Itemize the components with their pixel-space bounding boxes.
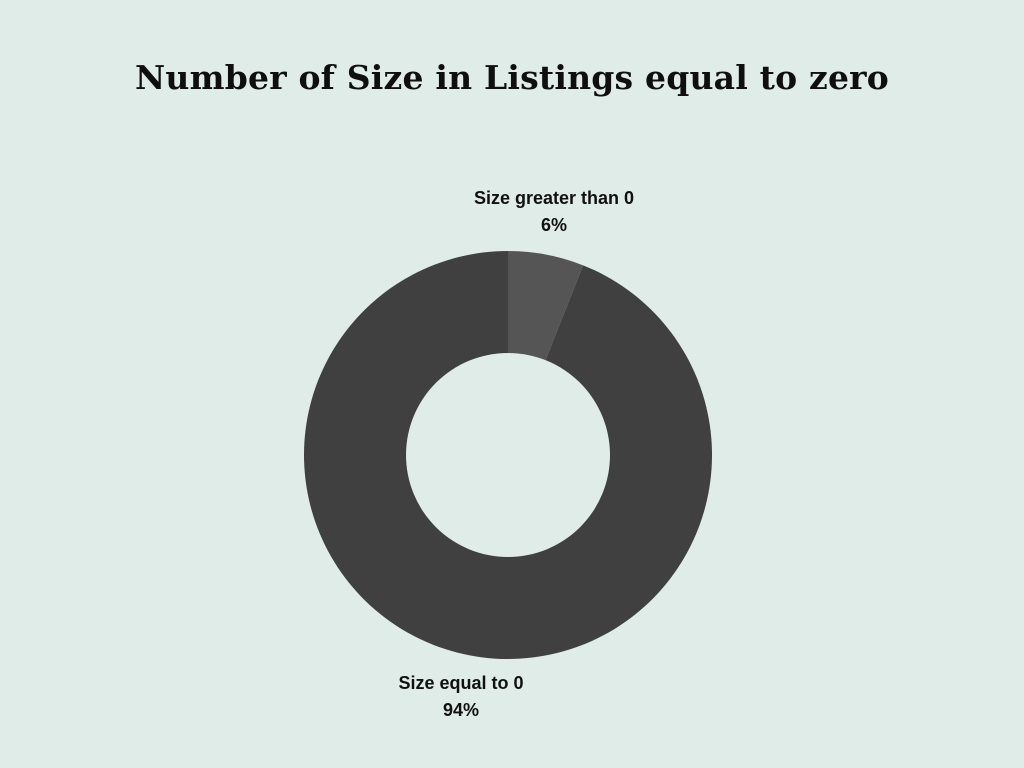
donut-hole xyxy=(406,353,610,557)
slice-name: Size greater than 0 xyxy=(473,188,635,208)
slice-label-size-equal-to-0: Size equal to 0 94% xyxy=(361,670,561,724)
chart-title: Number of Size in Listings equal to zero xyxy=(135,58,889,97)
slice-label-size-greater-than-0: Size greater than 0 6% xyxy=(454,185,654,239)
slice-name: Size equal to 0 xyxy=(398,673,524,693)
slice-percent: 6% xyxy=(540,215,567,235)
slice-percent: 94% xyxy=(442,700,480,720)
